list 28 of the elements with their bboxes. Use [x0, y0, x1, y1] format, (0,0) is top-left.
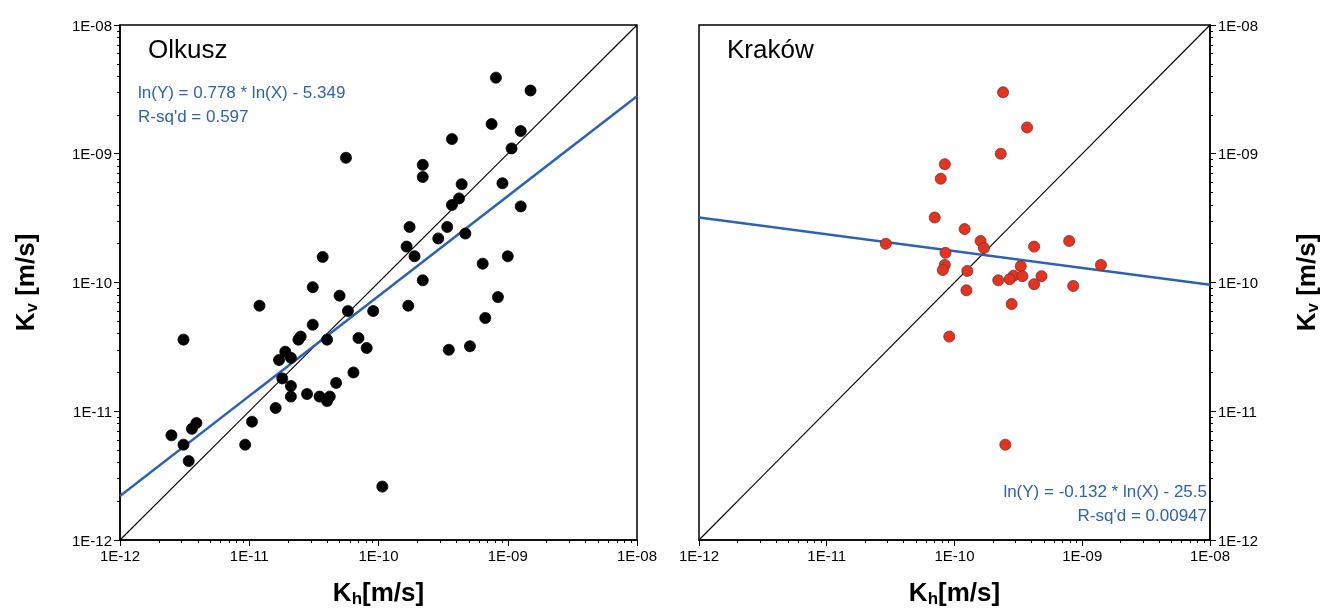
annotation: ln(Y) = 0.778 * ln(X) - 5.349 — [138, 83, 346, 102]
chart-title: Olkusz — [148, 34, 228, 64]
y-tick-label: 1E-12 — [1218, 531, 1259, 549]
x-tick-label: 1E-12 — [678, 547, 720, 564]
y-tick-label: 1E-08 — [1218, 16, 1259, 34]
y-tick-label: 1E-08 — [71, 16, 112, 34]
x-tick-label: 1E-12 — [99, 547, 141, 564]
x-tick-label: 1E-11 — [229, 547, 269, 564]
chart-title: Kraków — [727, 34, 814, 64]
y-tick-label: 1E-09 — [71, 145, 112, 163]
annotation: R-sq'd = 0.00947 — [1077, 506, 1207, 525]
x-tick-label: 1E-10 — [358, 547, 399, 564]
y-tick-label: 1E-11 — [1218, 402, 1257, 420]
y-axis-title: Kv [m/s] — [9, 233, 41, 332]
annotation: ln(Y) = -0.132 * ln(X) - 25.5 — [1003, 482, 1208, 501]
x-tick-label: 1E-08 — [1189, 547, 1231, 564]
annotation: R-sq'd = 0.597 — [138, 107, 249, 126]
y-tick-label: 1E-10 — [1218, 274, 1259, 291]
x-tick-label: 1E-09 — [1062, 547, 1103, 564]
y-tick-label: 1E-09 — [1218, 145, 1259, 163]
x-tick-label: 1E-11 — [807, 547, 847, 564]
y-tick-label: 1E-10 — [71, 274, 112, 291]
x-tick-label: 1E-10 — [934, 547, 975, 564]
y-tick-label: 1E-12 — [71, 531, 112, 549]
y-axis-title: Kv [m/s] — [1290, 233, 1322, 332]
x-tick-label: 1E-08 — [616, 547, 658, 564]
y-tick-label: 1E-11 — [73, 402, 112, 420]
x-tick-label: 1E-09 — [487, 547, 528, 564]
